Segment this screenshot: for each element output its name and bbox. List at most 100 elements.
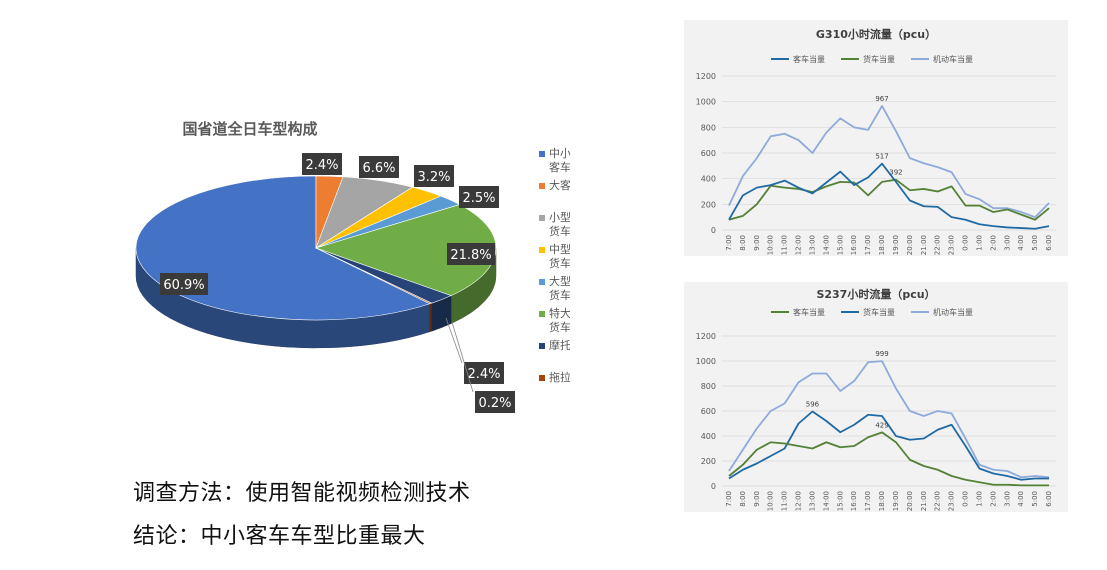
pie-label-box [464,362,504,384]
x-tick-label: 5:00 [1031,491,1039,507]
legend-label: 客车当量 [793,54,825,64]
y-tick-label: 0 [711,482,716,491]
series-line [728,360,1050,479]
x-tick-label: 23:00 [948,235,956,255]
pie-legend-swatch [539,279,545,285]
x-tick-label: 23:00 [948,491,956,511]
pie-legend-label: 摩托车 [549,338,570,352]
x-tick-label: 10:00 [767,235,775,255]
pie-legend-label: 大型货车 [549,274,570,302]
x-tick-label: 12:00 [795,235,803,255]
x-tick-label: 19:00 [892,491,900,511]
x-tick-label: 22:00 [934,235,942,255]
y-tick-label: 600 [701,407,716,416]
y-tick-label: 800 [701,382,716,391]
x-tick-label: 17:00 [864,491,872,511]
x-tick-label: 2:00 [989,491,997,507]
pie-legend-swatch [539,151,545,157]
pie-data-label: 6.6% [362,161,395,176]
x-tick-label: 16:00 [850,491,858,511]
series-line [728,410,1050,481]
x-tick-label: 2:00 [989,235,997,251]
pie-label-box [359,156,399,178]
y-tick-label: 1200 [696,332,716,341]
conclusion-text: 结论：中小客车车型比重最大 [133,524,426,549]
y-tick-label: 1000 [696,98,716,107]
legend-label: 机动车当量 [933,307,973,317]
x-tick-label: 20:00 [906,235,914,255]
pie-legend-swatch [539,375,545,381]
s237-hourly-flow-chart: S237小时流量（pcu） 客车当量 货车当量 机动车当量 0 200 400 600 800 1… [684,282,1068,512]
pie-data-label: 60.9% [163,278,204,293]
x-tick-label: 13:00 [808,491,816,511]
x-tick-label: 8:00 [739,491,747,507]
pie-legend-label: 中小客车 [549,147,570,174]
x-tick-label: 21:00 [920,491,928,511]
x-tick-label: 7:00 [725,491,733,507]
data-point-label: 596 [806,401,820,409]
pie-label-box [160,273,208,295]
x-tick-label: 13:00 [808,235,816,255]
pie-leader-line [451,321,474,393]
pie-data-label: 0.2% [478,396,511,411]
data-point-label: 517 [875,153,888,161]
line-chart-title: G310小时流量（pcu） [816,27,936,41]
pie-data-label: 2.4% [467,367,500,382]
pie-data-label: 2.4% [305,158,338,173]
series-line [728,431,1050,487]
pie-slice [315,204,497,296]
x-tick-label: 9:00 [753,235,761,251]
pie-legend-label: 特大货车 [549,306,570,334]
pie-legend-label: 中型货车 [549,242,570,270]
pie-slice-side [429,302,432,333]
y-tick-label: 400 [701,175,716,184]
legend-label: 客车当量 [793,307,825,317]
x-tick-label: 14:00 [822,235,830,255]
y-tick-label: 400 [701,432,716,441]
x-tick-label: 19:00 [892,235,900,255]
x-tick-label: 18:00 [878,491,886,511]
x-tick-label: 7:00 [725,235,733,251]
y-tick-label: 200 [701,457,716,466]
x-tick-label: 22:00 [934,491,942,511]
pie-data-label: 2.5% [462,191,495,206]
y-tick-label: 200 [701,200,716,209]
pie-data-label: 21.8% [450,248,491,263]
g310-hourly-flow-chart: G310小时流量（pcu） 客车当量 货车当量 机动车当量 0 200 400 600 800 1… [684,20,1068,256]
x-tick-label: 9:00 [753,491,761,507]
x-tick-label: 3:00 [1003,491,1011,507]
x-tick-label: 6:00 [1045,235,1053,251]
y-tick-label: 1200 [696,72,716,81]
pie-label-box [302,153,342,175]
x-tick-label: 10:00 [767,491,775,511]
y-tick-label: 800 [701,123,716,132]
x-tick-label: 15:00 [836,235,844,255]
x-tick-label: 15:00 [836,491,844,511]
y-tick-label: 600 [701,149,716,158]
vehicle-type-pie-chart: 国省道全日车型构成 60.9% 2.4% 6.6% 3.2% 2.5% 21.8% 2.4% 0… [130,100,582,460]
data-point-label: 392 [889,169,902,177]
x-tick-label: 8:00 [739,235,747,251]
x-tick-label: 4:00 [1017,235,1025,251]
pie-title: 国省道全日车型构成 [182,120,317,138]
pie-label-box [475,391,515,413]
x-tick-label: 14:00 [822,491,830,511]
pie-legend-swatch [539,343,545,349]
pie-legend-swatch [539,247,545,253]
x-tick-label: 6:00 [1045,491,1053,507]
x-tick-label: 18:00 [878,235,886,255]
pie-data-label: 3.2% [417,170,450,185]
x-tick-label: 16:00 [850,235,858,255]
legend-label: 货车当量 [863,54,895,64]
line-chart-title: S237小时流量（pcu） [816,287,935,301]
x-tick-label: 5:00 [1031,235,1039,251]
legend-label: 机动车当量 [933,54,973,64]
pie-legend-label: 拖拉机 [549,370,570,384]
x-tick-label: 1:00 [975,235,983,251]
data-point-label: 999 [875,350,888,358]
pie-legend-swatch [539,183,545,189]
y-tick-label: 1000 [696,357,716,366]
data-point-label: 967 [875,95,888,103]
pie-legend-label: 小型货车 [549,210,570,238]
series-line [728,162,1050,230]
